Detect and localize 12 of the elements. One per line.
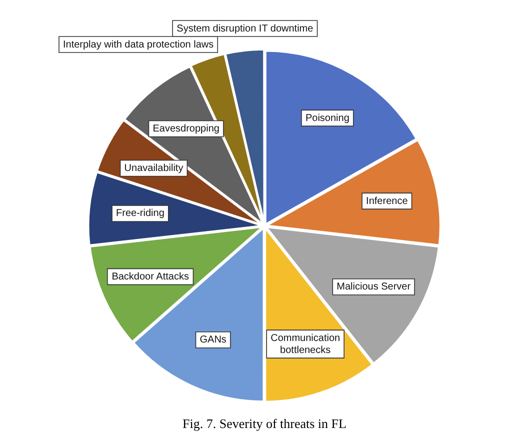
slice-label: Malicious Server [336, 282, 412, 293]
slice-label: Free-riding [116, 208, 164, 220]
text: Fig. 7. Severity of threats in FL [182, 416, 348, 432]
slice-label: Inference [366, 196, 408, 207]
slice-label: Unavailability [124, 162, 184, 174]
slice-label: Poisoning [305, 112, 350, 124]
slice-label: System disruption IT downtime [176, 23, 314, 34]
slice-label: Backdoor Attacks [112, 271, 189, 282]
slice-label: Eavesdropping [152, 124, 220, 135]
slice-label: GANs [200, 334, 226, 346]
slice-label: Communication bottlenecks [270, 332, 340, 356]
slice-label: Interplay with data protection laws [62, 39, 214, 50]
